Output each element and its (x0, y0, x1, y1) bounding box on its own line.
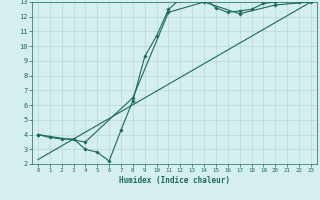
X-axis label: Humidex (Indice chaleur): Humidex (Indice chaleur) (119, 176, 230, 185)
